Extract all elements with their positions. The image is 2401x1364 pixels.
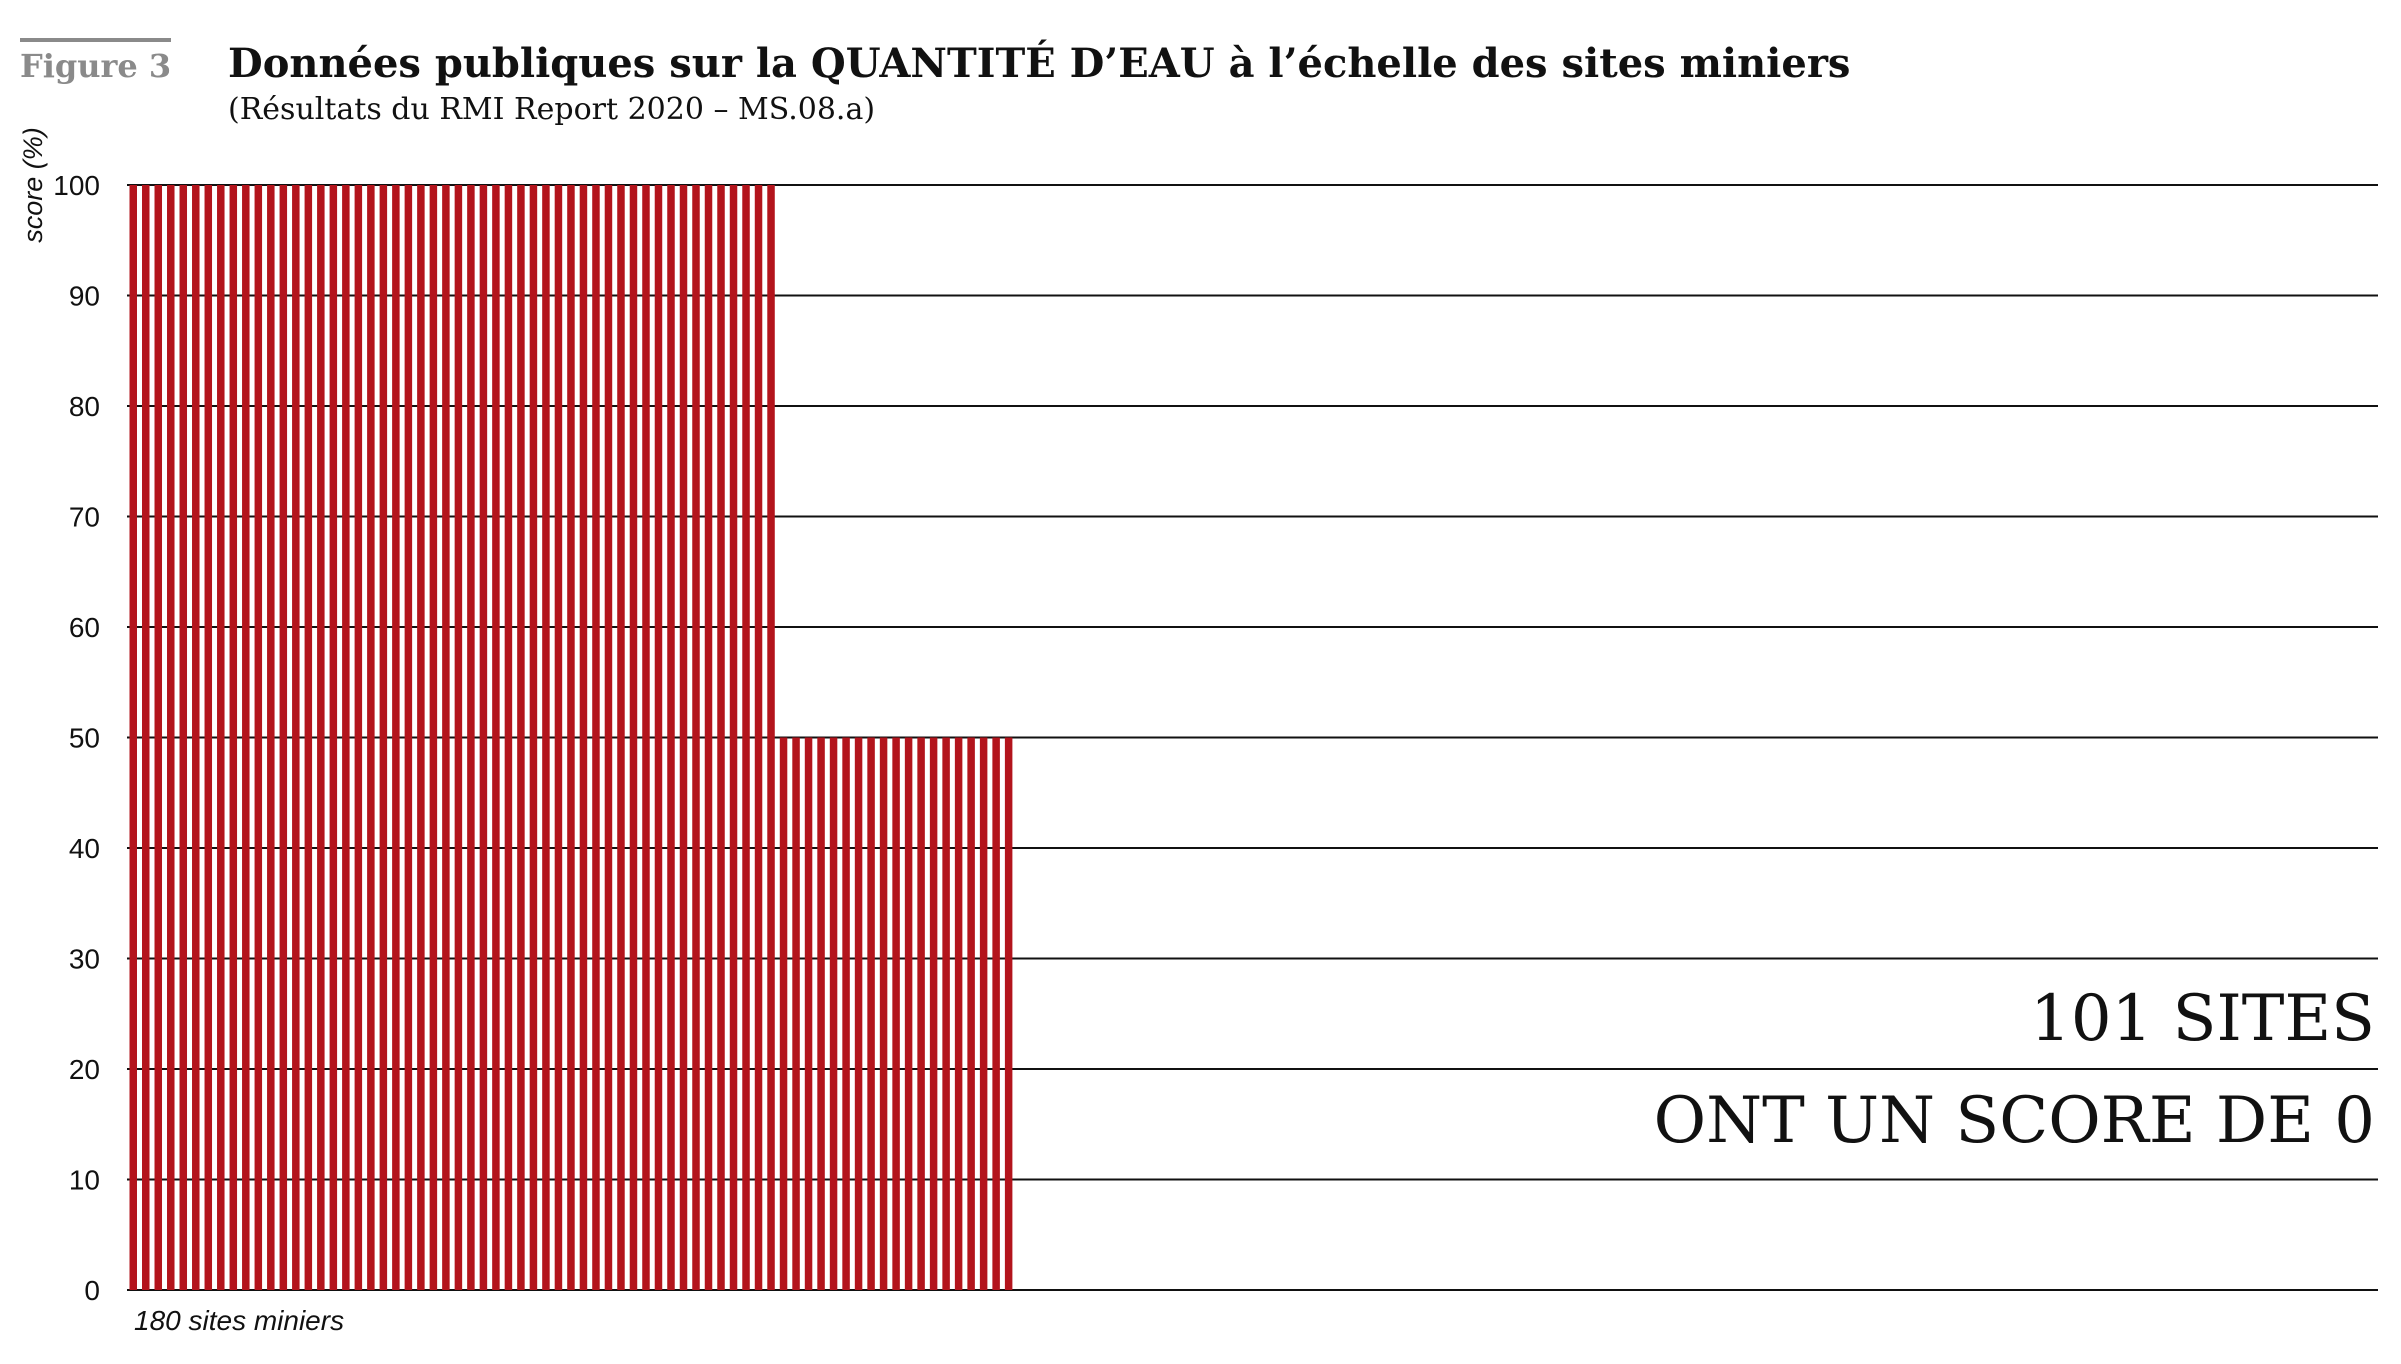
bar [767,185,775,1290]
annotation-line-2: ONT UN SCORE DE 0 [1654,1084,2375,1158]
bar [129,185,137,1290]
bar [729,185,738,1290]
bar [854,737,863,1290]
bar [504,185,513,1290]
bar [554,185,563,1290]
bar [717,185,725,1290]
bar [792,737,800,1290]
bar [992,737,1000,1290]
bar [579,185,588,1290]
y-tick-label: 20 [69,1054,100,1085]
chart-title: Données publiques sur la QUANTITÉ D’EAU … [228,40,1851,87]
bar [804,737,813,1290]
bar [867,737,875,1290]
bar [192,185,200,1290]
bar [517,185,525,1290]
bar [417,185,425,1290]
bar [917,737,925,1290]
bar [879,737,888,1290]
bar [167,185,175,1290]
bar [342,185,350,1290]
bar [742,185,750,1290]
bar [892,737,900,1290]
bar [479,185,488,1290]
y-tick-label: 70 [69,502,100,533]
y-tick-label: 60 [69,612,100,643]
y-tick-label: 40 [69,833,100,864]
annotation-line-1: 101 SITES [2030,982,2375,1056]
bar [679,185,688,1290]
bar [979,737,988,1290]
bar [304,185,313,1290]
x-axis-label: 180 sites miniers [134,1305,344,1336]
bar [392,185,400,1290]
bar [429,185,438,1290]
chart-subtitle: (Résultats du RMI Report 2020 – MS.08.a) [228,92,876,127]
gridlines [127,184,2378,1291]
bar [204,185,213,1290]
bar [542,185,550,1290]
bars [129,185,1013,1290]
y-axis-ticks: 0 10 20 30 40 50 60 70 80 90 100 [53,170,100,1306]
bar [967,737,975,1290]
bar [642,185,650,1290]
bar [954,737,963,1290]
bar [567,185,575,1290]
figure-label: Figure 3 [20,38,172,84]
bar [354,185,363,1290]
bar [692,185,700,1290]
bar [929,737,938,1290]
bar [1004,737,1013,1290]
bar [604,185,613,1290]
bar [492,185,500,1290]
bar [842,737,850,1290]
bar [779,737,788,1290]
y-tick-label: 30 [69,944,100,975]
bar [179,185,188,1290]
bar [654,185,663,1290]
bar [942,737,950,1290]
bar [529,185,538,1290]
bar [154,185,163,1290]
bar [367,185,375,1290]
bar [217,185,225,1290]
bar [379,185,388,1290]
bar [754,185,763,1290]
y-tick-label: 50 [69,723,100,754]
bar [254,185,263,1290]
bar [229,185,238,1290]
y-tick-label: 0 [84,1275,100,1306]
bar [242,185,250,1290]
bar [142,185,150,1290]
y-tick-label: 10 [69,1165,100,1196]
bar [317,185,325,1290]
bar [292,185,300,1290]
bar [904,737,913,1290]
bar [454,185,463,1290]
y-tick-label: 80 [69,391,100,422]
bar [629,185,638,1290]
bar [279,185,288,1290]
bar [467,185,475,1290]
y-tick-label: 100 [53,170,100,201]
y-axis-label: score (%) [18,127,48,243]
y-tick-label: 90 [69,281,100,312]
bar [817,737,825,1290]
bar [267,185,275,1290]
bar [592,185,600,1290]
bar [329,185,338,1290]
bar [442,185,450,1290]
bar [404,185,413,1290]
bar [704,185,713,1290]
bar [617,185,625,1290]
bar [829,737,838,1290]
bar [667,185,675,1290]
